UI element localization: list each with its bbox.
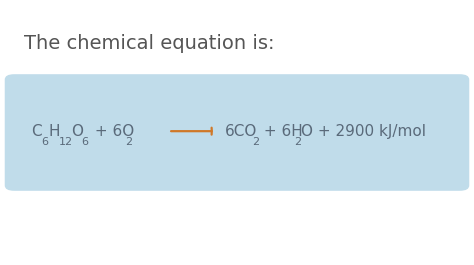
Text: H: H xyxy=(49,124,60,139)
Text: O + 2900 kJ/mol: O + 2900 kJ/mol xyxy=(301,124,427,139)
Text: 2: 2 xyxy=(252,137,259,147)
Text: 12: 12 xyxy=(59,137,73,147)
Text: O: O xyxy=(71,124,82,139)
Text: 6CO: 6CO xyxy=(225,124,257,139)
Text: + 6O: + 6O xyxy=(90,124,134,139)
FancyBboxPatch shape xyxy=(5,74,469,191)
Text: 6: 6 xyxy=(41,137,48,147)
Text: C: C xyxy=(31,124,41,139)
Text: 2: 2 xyxy=(294,137,301,147)
Text: 6: 6 xyxy=(81,137,88,147)
Text: + 6H: + 6H xyxy=(259,124,303,139)
Text: 2: 2 xyxy=(125,137,132,147)
Text: The chemical equation is:: The chemical equation is: xyxy=(24,34,274,54)
